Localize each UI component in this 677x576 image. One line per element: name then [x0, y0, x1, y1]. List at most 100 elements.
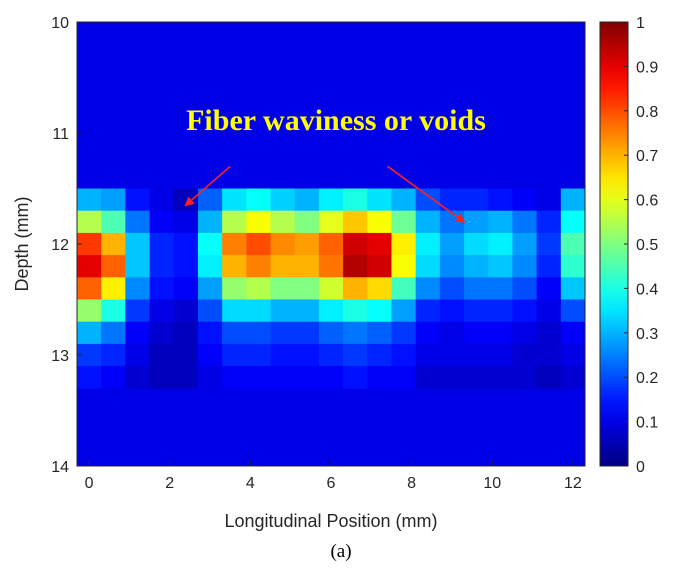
heatmap-cell [222, 232, 247, 256]
heatmap-cell [77, 188, 102, 212]
annotation-arrow-right [386, 165, 466, 223]
heatmap-cell [173, 188, 199, 212]
heatmap-cell [270, 232, 296, 256]
heatmap-cell [77, 255, 102, 278]
heatmap-cell [464, 277, 489, 300]
heatmap-plot-area [76, 21, 586, 467]
heatmap-cell [367, 188, 392, 212]
heatmap-cell [512, 321, 538, 345]
heatmap-cell [488, 255, 513, 278]
heatmap-cell [77, 343, 102, 367]
heatmap-cell [318, 299, 344, 323]
heatmap-cell [149, 321, 175, 345]
x-tick-label: 2 [165, 475, 174, 492]
heatmap-cell [367, 210, 392, 234]
heatmap-cell [246, 321, 271, 345]
heatmap-cell [77, 321, 102, 345]
y-tick-label: 11 [52, 126, 69, 143]
heatmap-cell [415, 321, 441, 345]
x-tick-label: 8 [407, 475, 416, 492]
heatmap-cell [246, 188, 271, 212]
y-axis-label: Depth (mm) [12, 196, 32, 291]
heatmap-cell [246, 232, 271, 256]
heatmap-cell [343, 343, 368, 367]
heatmap-cell [270, 321, 296, 345]
heatmap-cell [101, 188, 126, 212]
heatmap-cell [488, 343, 513, 367]
heatmap-cell [367, 366, 392, 389]
heatmap-cell [560, 299, 586, 323]
heatmap-cell [270, 188, 296, 212]
heatmap-cell [125, 232, 150, 256]
heatmap-cell [294, 210, 320, 234]
heatmap-cell [125, 321, 150, 345]
annotations: Fiber waviness or voids [184, 104, 486, 223]
heatmap-cell [149, 188, 175, 212]
heatmap-cell [367, 277, 392, 300]
heatmap-cell [536, 299, 562, 323]
heatmap-cell [101, 210, 126, 234]
heatmap-cell [149, 299, 175, 323]
heatmap-cell [222, 277, 247, 300]
heatmap-cell [101, 343, 126, 367]
heatmap-cell [367, 232, 392, 256]
heatmap-cell [149, 343, 175, 367]
heatmap-cell [222, 210, 247, 234]
heatmap-cell [270, 366, 296, 389]
annotation-label: Fiber waviness or voids [186, 104, 486, 137]
heatmap-cell [294, 321, 320, 345]
heatmap-cell [464, 188, 489, 212]
heatmap-cell [512, 277, 538, 300]
heatmap-cell [294, 343, 320, 367]
heatmap-cell [536, 232, 562, 256]
heatmap-cells [77, 188, 586, 389]
heatmap-cell [149, 366, 175, 389]
heatmap-cell [488, 366, 513, 389]
heatmap-cell [101, 299, 126, 323]
heatmap-cell [464, 210, 489, 234]
heatmap-cell [343, 188, 368, 212]
heatmap-cell [125, 366, 150, 389]
heatmap-cell [270, 210, 296, 234]
heatmap-cell [77, 299, 102, 323]
heatmap-cell [222, 343, 247, 367]
colorbar-tick-label: 0.4 [636, 281, 658, 298]
colorbar-tick-label: 0.3 [636, 326, 658, 343]
heatmap-cell [149, 210, 175, 234]
colorbar-tick-label: 0.1 [636, 415, 658, 432]
heatmap-cell [464, 232, 489, 256]
heatmap-cell [439, 255, 465, 278]
heatmap-cell [197, 366, 223, 389]
colorbar-ticks: 0 0.1 0.2 0.3 0.4 0.5 0.6 0.7 0.8 0.9 1 [624, 15, 658, 476]
heatmap-cell [197, 210, 223, 234]
heatmap-cell [343, 321, 368, 345]
heatmap-cell [415, 188, 441, 212]
heatmap-cell [367, 343, 392, 367]
heatmap-cell [294, 277, 320, 300]
x-tick-label: 12 [564, 475, 582, 492]
heatmap-cell [512, 188, 538, 212]
heatmap-cell [222, 321, 247, 345]
y-tick-label: 12 [51, 237, 69, 254]
heatmap-cell [439, 299, 465, 323]
heatmap-cell [246, 343, 271, 367]
heatmap-cell [464, 343, 489, 367]
heatmap-cell [536, 210, 562, 234]
heatmap-cell [343, 255, 368, 278]
heatmap-cell [125, 255, 150, 278]
heatmap-cell [101, 277, 126, 300]
heatmap-cell [367, 321, 392, 345]
heatmap-cell [197, 299, 223, 323]
heatmap-cell [222, 188, 247, 212]
heatmap-cell [560, 232, 586, 256]
heatmap-cell [318, 321, 344, 345]
heatmap-cell [343, 277, 368, 300]
heatmap-cell [294, 366, 320, 389]
heatmap-cell [560, 277, 586, 300]
heatmap-cell [415, 210, 441, 234]
colorbar-tick-label: 0.9 [636, 59, 658, 76]
heatmap-cell [270, 255, 296, 278]
colorbar-tick-label: 1 [636, 15, 645, 32]
colorbar-tick-label: 0.5 [636, 237, 658, 254]
heatmap-cell [125, 188, 150, 212]
